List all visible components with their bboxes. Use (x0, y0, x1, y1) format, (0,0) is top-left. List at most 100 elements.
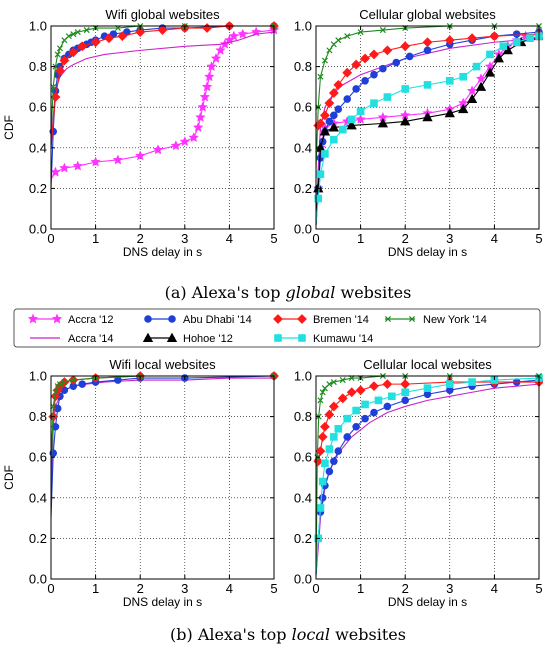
x-tick-label: 3 (446, 581, 453, 596)
plot-frame (315, 25, 540, 230)
legend-swatch-marker (298, 334, 306, 342)
y-tick-label: 0.0 (29, 572, 47, 587)
data-point (70, 377, 77, 384)
data-point (237, 28, 249, 39)
x-tick-label: 1 (92, 581, 99, 596)
data-point (343, 414, 352, 423)
legend-label: Accra '14 (68, 333, 114, 345)
data-point (475, 81, 487, 91)
x-tick-label: 3 (181, 581, 188, 596)
y-axis-label: CDF (2, 465, 16, 490)
data-point (484, 67, 496, 77)
series-new-york-14 (50, 372, 278, 478)
legend-label: Hohoe '12 (183, 333, 233, 345)
series-line (315, 377, 540, 575)
data-point (317, 397, 324, 404)
data-point (197, 101, 208, 112)
data-point (318, 477, 327, 486)
data-point (325, 467, 334, 476)
data-point (321, 459, 329, 468)
data-point (388, 392, 396, 401)
data-point (383, 402, 392, 411)
y-tick-label: 0.2 (29, 531, 47, 546)
data-point (179, 136, 191, 147)
series-line (51, 29, 275, 179)
y-tick-label: 0.8 (294, 409, 312, 424)
y-tick-label: 0.4 (294, 490, 312, 505)
data-point (328, 88, 339, 98)
data-point (400, 41, 411, 52)
data-point (104, 33, 114, 44)
chart-title: Wifi local websites (109, 357, 216, 372)
series-line (50, 375, 274, 478)
data-point (493, 53, 505, 63)
data-point (369, 381, 379, 392)
legend-item-bremen-14: Bremen '14 (273, 314, 369, 326)
chart-title: Cellular local websites (363, 357, 492, 372)
x-tick-label: 0 (312, 231, 319, 246)
x-tick-label: 5 (535, 231, 542, 246)
data-point (512, 38, 521, 47)
data-point (377, 118, 389, 128)
data-point (317, 431, 328, 442)
data-point (355, 385, 366, 396)
data-point (324, 98, 335, 109)
series-line (50, 31, 275, 148)
legend-label: Accra '12 (68, 314, 114, 326)
legend-item-accra-14: Accra '14 (30, 333, 114, 345)
x-tick-label: 0 (312, 581, 319, 596)
data-point (56, 381, 63, 388)
data-point (61, 379, 68, 386)
data-point (328, 401, 339, 412)
legend-item-kumawu-14: Kumawu '14 (274, 333, 373, 345)
data-point (392, 58, 401, 67)
data-point (321, 150, 329, 158)
series-kumawu-14 (314, 374, 543, 575)
legend-swatch-marker (144, 315, 152, 323)
chart-panel-3: 0 1 2 3 4 5 0.0 0.2 0.4 0.6 0.8 1.0 Wifi local websi… (2, 357, 279, 609)
data-point (357, 29, 364, 36)
data-point (466, 85, 478, 96)
data-point (346, 120, 357, 130)
data-point (330, 457, 338, 466)
x-tick-label: 5 (535, 581, 542, 596)
plot-frame (50, 25, 275, 230)
legend-label: Bremen '14 (313, 314, 369, 326)
data-point (319, 126, 331, 136)
series-accra-14 (315, 37, 540, 219)
data-point (361, 400, 369, 409)
x-tick-label: 1 (357, 581, 364, 596)
x-tick-label: 1 (92, 231, 99, 246)
chart-panel-1: 0 1 2 3 4 5 0.0 0.2 0.4 0.6 0.8 1.0 Wifi global webs… (2, 7, 280, 259)
x-tick-label: 0 (47, 581, 54, 596)
data-point (352, 422, 360, 431)
data-point (78, 380, 87, 388)
series-new-york-14 (50, 22, 278, 138)
series-line (315, 35, 540, 225)
data-point (330, 135, 338, 144)
data-point (325, 117, 334, 126)
series-bremen-14 (313, 29, 543, 131)
data-point (382, 45, 393, 56)
data-point (466, 93, 478, 104)
legend-item-hohoe-12: Hohoe '12 (142, 332, 233, 345)
data-point (56, 45, 63, 52)
caption-a: (a) Alexa's top global websites (165, 283, 412, 302)
series-line (315, 33, 540, 225)
data-point (77, 41, 88, 52)
y-tick-label: 0.8 (29, 59, 47, 74)
series-kumawu-14 (314, 32, 543, 225)
data-point (195, 111, 206, 122)
x-tick-label: 3 (181, 231, 188, 246)
y-tick-label: 0.2 (294, 531, 312, 546)
chart-title: Wifi global websites (105, 7, 220, 22)
series-line (315, 35, 540, 225)
y-tick-label: 0.0 (294, 572, 312, 587)
y-tick-label: 1.0 (29, 369, 47, 384)
series-abu-dhabi-14 (49, 372, 278, 519)
series-line (315, 381, 539, 468)
x-axis-label: DNS delay in s (123, 595, 202, 609)
x-tick-label: 2 (137, 581, 144, 596)
y-tick-label: 0.8 (29, 409, 47, 424)
